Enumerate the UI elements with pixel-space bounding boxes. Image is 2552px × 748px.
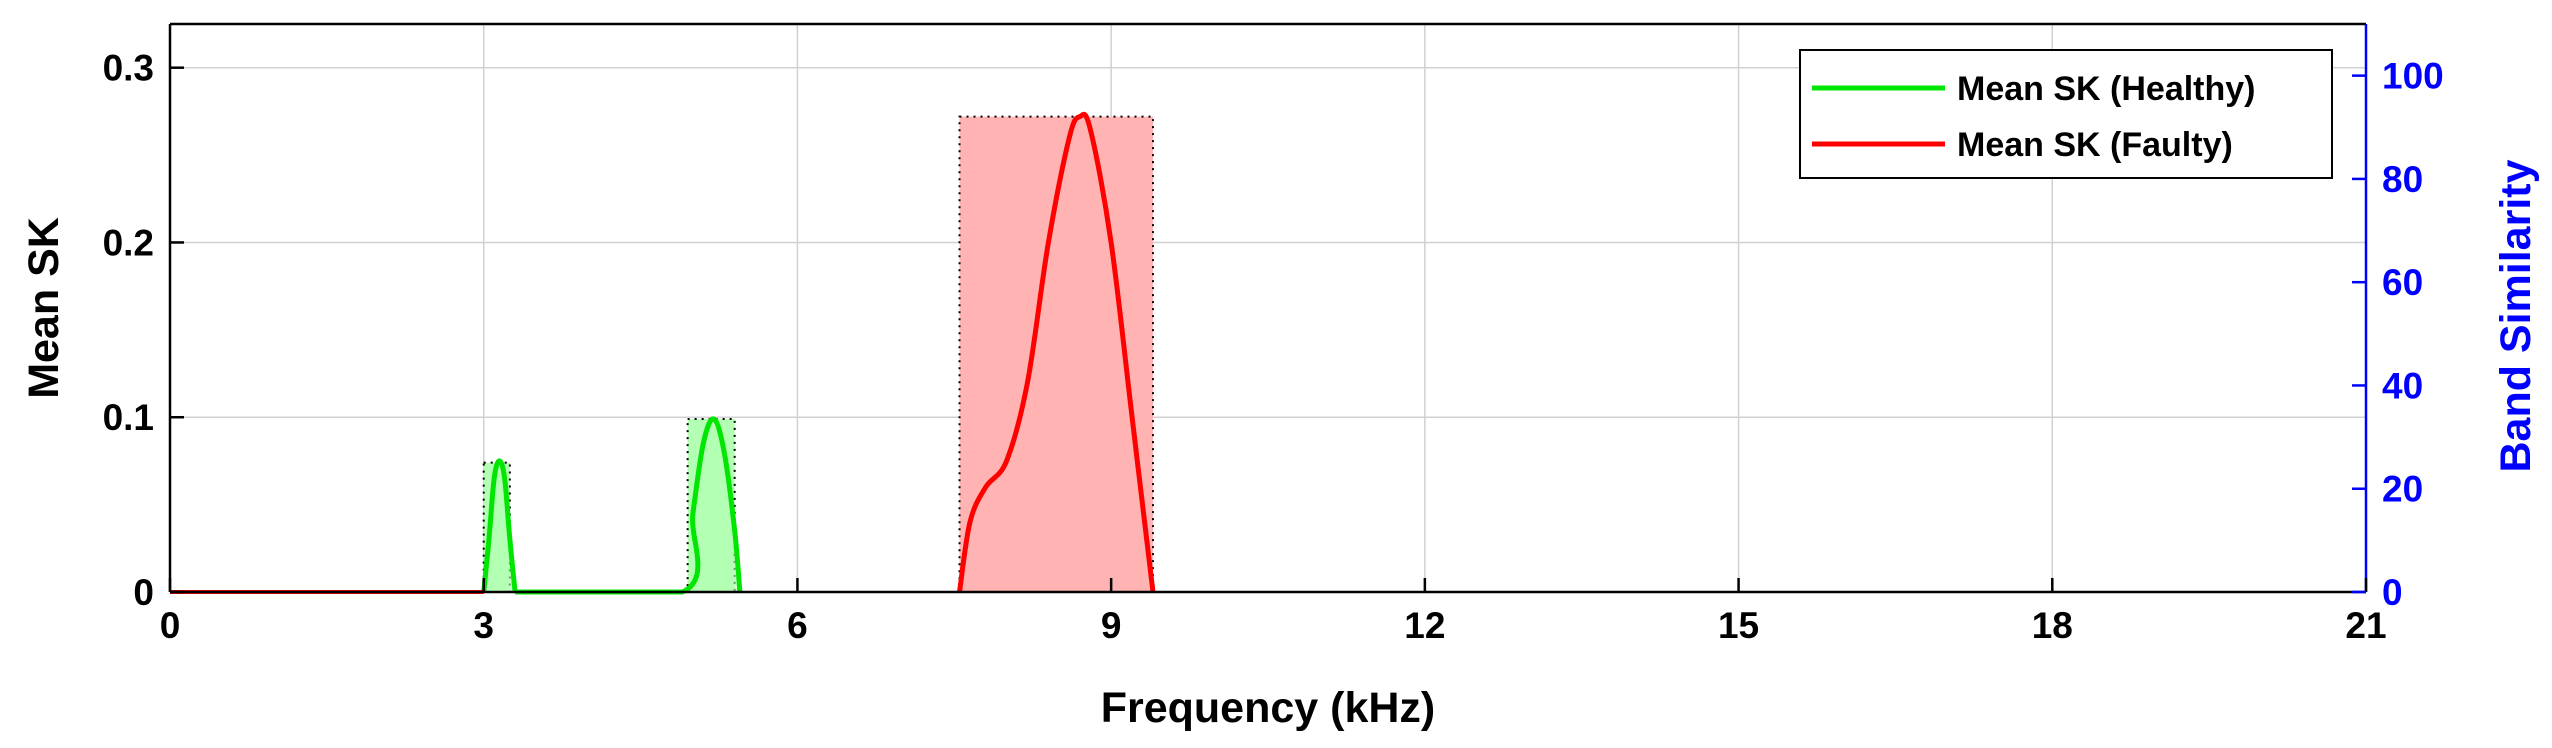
x-tick-label: 12: [1404, 605, 1445, 646]
healthy-series-line: [481, 458, 518, 593]
right-y-tick-label: 0: [2382, 572, 2403, 613]
right-y-tick-label: 80: [2382, 159, 2423, 200]
legend: Mean SK (Healthy) Mean SK (Faulty): [1799, 49, 2333, 179]
y-axis-title: Mean SK: [20, 217, 68, 399]
right-y-axis-title: Band Similarity: [2492, 159, 2540, 472]
x-tick-label: 15: [1718, 605, 1759, 646]
right-y-tick-label: 40: [2382, 365, 2423, 406]
x-tick-label: 21: [2345, 605, 2386, 646]
x-tick-label: 6: [787, 605, 808, 646]
x-axis-title: Frequency (kHz): [1101, 684, 1436, 732]
x-tick-label: 0: [160, 605, 181, 646]
y-tick-label: 0.1: [103, 397, 154, 438]
legend-box: [1799, 49, 2333, 179]
x-tick-label: 18: [2032, 605, 2073, 646]
y-tick-label: 0: [133, 572, 154, 613]
y-tick-label: 0.2: [103, 222, 154, 263]
right-y-tick-label: 100: [2382, 56, 2444, 97]
right-y-tick-label: 60: [2382, 262, 2423, 303]
x-tick-label: 3: [473, 605, 494, 646]
y-tick-label: 0.3: [103, 48, 154, 89]
legend-label: Mean SK (Healthy): [1957, 70, 2256, 108]
right-y-tick-label: 20: [2382, 469, 2423, 510]
faulty-series-line: [957, 111, 1156, 593]
legend-label: Mean SK (Faulty): [1957, 126, 2233, 164]
x-tick-label: 9: [1101, 605, 1122, 646]
